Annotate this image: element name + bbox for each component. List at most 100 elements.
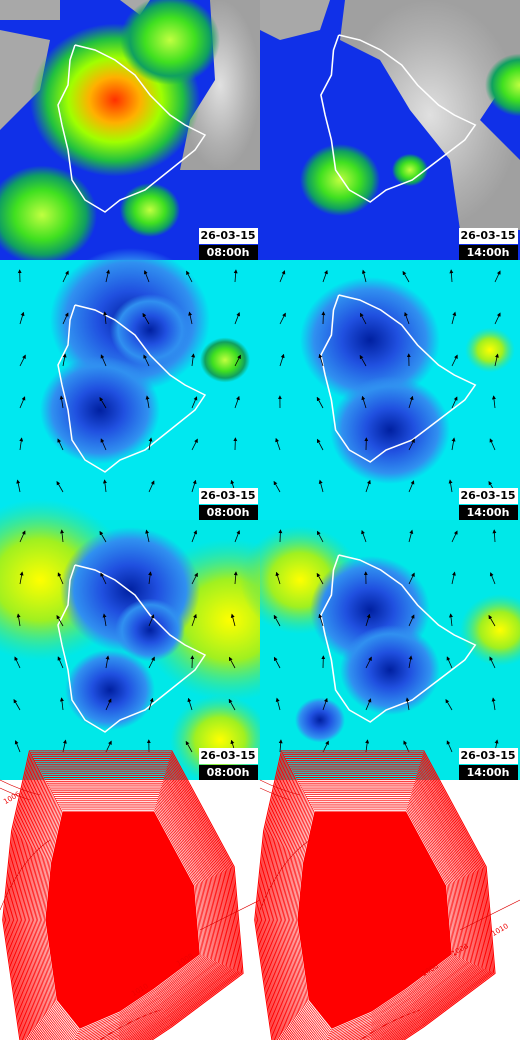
field-area bbox=[330, 376, 450, 484]
isobar bbox=[43, 809, 202, 1031]
wind-arrow bbox=[19, 354, 26, 367]
wind-arrow bbox=[408, 438, 415, 451]
isobar bbox=[33, 794, 213, 1040]
wind-arrow bbox=[408, 614, 415, 627]
isobar bbox=[278, 784, 472, 1040]
wind-arrow bbox=[13, 698, 21, 711]
wind-arrow bbox=[100, 572, 107, 585]
isobar bbox=[289, 799, 461, 1040]
wind-arrow bbox=[148, 656, 155, 669]
isobar bbox=[281, 788, 469, 1040]
isobar bbox=[270, 773, 480, 1040]
wind-arrow bbox=[59, 697, 64, 711]
wind-arrow bbox=[451, 530, 458, 543]
field-area bbox=[465, 327, 515, 373]
isobar bbox=[287, 798, 462, 1040]
wind-arrow bbox=[102, 479, 107, 493]
wind-arrow bbox=[446, 740, 453, 753]
wind-arrow bbox=[19, 571, 24, 585]
no-data bbox=[0, 30, 50, 130]
isobar bbox=[22, 778, 224, 1040]
wind-arrow bbox=[148, 571, 153, 585]
wind-arrow bbox=[234, 395, 240, 409]
wind-arrow bbox=[359, 354, 367, 367]
wind-arrow bbox=[105, 740, 112, 753]
time-box bbox=[459, 765, 518, 780]
isobar bbox=[277, 782, 473, 1040]
wind-arrow bbox=[316, 438, 324, 451]
field-area bbox=[0, 165, 97, 265]
wind-arrow bbox=[142, 312, 150, 325]
isobar bbox=[34, 796, 211, 1040]
time-label: 08:00h bbox=[207, 766, 250, 779]
isobar bbox=[269, 771, 481, 1040]
map-panel: 26-03-15 14:00h bbox=[260, 260, 520, 520]
wind-arrow bbox=[402, 270, 410, 283]
isobar bbox=[17, 771, 229, 1040]
wind-arrow bbox=[228, 698, 236, 711]
wind-arrow bbox=[365, 613, 371, 627]
field-area bbox=[110, 294, 190, 366]
wind-arrow bbox=[62, 739, 67, 753]
wind-arrow bbox=[451, 437, 456, 451]
wind-arrow bbox=[234, 354, 241, 367]
wind-arrow bbox=[57, 656, 64, 669]
isobar bbox=[38, 801, 207, 1039]
isobar bbox=[23, 780, 222, 1040]
wind-arrow bbox=[14, 740, 21, 753]
isobar bbox=[264, 765, 485, 1040]
isobar bbox=[259, 757, 491, 1040]
isobar bbox=[27, 786, 218, 1040]
wind-arrow bbox=[62, 312, 69, 325]
wind-arrow bbox=[103, 311, 108, 325]
wind-arrow bbox=[279, 353, 285, 367]
wind-arrow bbox=[451, 354, 458, 367]
isobar bbox=[8, 759, 237, 1040]
isobar bbox=[283, 792, 466, 1040]
date-label: 26-03-15 bbox=[460, 749, 515, 762]
wind-arrow bbox=[19, 396, 26, 409]
wind-arrow bbox=[59, 395, 64, 409]
wind-arrow bbox=[451, 396, 458, 409]
isobar bbox=[25, 782, 221, 1040]
wind-arrow bbox=[278, 739, 283, 753]
field-area bbox=[200, 337, 250, 383]
wind-arrow bbox=[228, 656, 236, 669]
date-box bbox=[199, 228, 258, 244]
wind-arrow bbox=[191, 396, 198, 409]
wind-arrow bbox=[62, 270, 69, 283]
wind-arrow bbox=[233, 269, 238, 283]
isobar bbox=[266, 767, 484, 1040]
isobar bbox=[262, 761, 488, 1040]
wind-arrow bbox=[148, 614, 155, 627]
wind-arrow bbox=[19, 437, 24, 451]
time-box bbox=[199, 505, 258, 520]
field-area bbox=[65, 649, 155, 731]
wind-arrow bbox=[187, 697, 193, 711]
wind-arrow bbox=[404, 311, 410, 325]
isobar bbox=[267, 769, 482, 1040]
wind-arrow bbox=[148, 480, 155, 493]
isobar bbox=[279, 786, 470, 1040]
time-label: 14:00h bbox=[467, 246, 510, 259]
wind-arrow bbox=[451, 311, 457, 325]
wind-arrow bbox=[145, 529, 150, 543]
wind-arrow bbox=[322, 697, 328, 711]
wind-arrow bbox=[489, 656, 496, 669]
wind-arrow bbox=[445, 698, 453, 711]
coastline bbox=[57, 304, 207, 473]
wind-arrow bbox=[234, 530, 241, 543]
wind-arrow bbox=[57, 572, 64, 585]
date-box bbox=[459, 488, 518, 504]
wind-arrow bbox=[56, 480, 64, 493]
wind-arrow bbox=[491, 395, 496, 409]
wind-arrow bbox=[365, 656, 372, 669]
wind-arrow bbox=[60, 529, 65, 543]
wind-arrow bbox=[145, 395, 150, 409]
wind-arrow bbox=[16, 479, 21, 493]
isobar bbox=[260, 759, 489, 1040]
coastline bbox=[320, 34, 477, 203]
wind-arrow bbox=[105, 269, 110, 283]
isobar bbox=[291, 803, 458, 1037]
